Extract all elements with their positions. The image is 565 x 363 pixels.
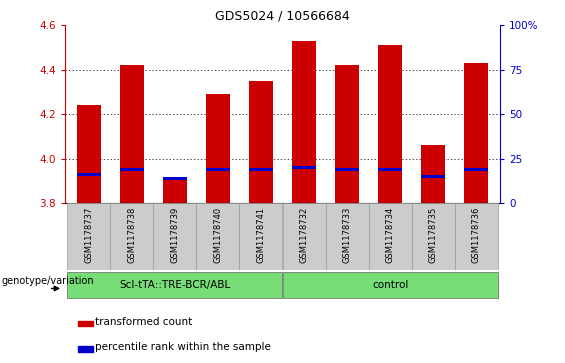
- Text: GSM1178735: GSM1178735: [429, 207, 438, 263]
- Title: GDS5024 / 10566684: GDS5024 / 10566684: [215, 10, 350, 23]
- Bar: [249, 168, 273, 171]
- Bar: [78, 346, 93, 351]
- Bar: [421, 175, 445, 178]
- Text: ScI-tTA::TRE-BCR/ABL: ScI-tTA::TRE-BCR/ABL: [119, 280, 231, 290]
- Bar: [249, 81, 273, 203]
- Bar: [240, 203, 282, 270]
- Text: GSM1178736: GSM1178736: [472, 207, 481, 263]
- Text: GSM1178732: GSM1178732: [299, 207, 308, 263]
- Bar: [163, 177, 186, 180]
- Bar: [120, 168, 144, 171]
- Text: control: control: [372, 280, 408, 290]
- Text: GSM1178739: GSM1178739: [170, 207, 179, 263]
- Bar: [325, 203, 368, 270]
- Text: genotype/variation: genotype/variation: [1, 277, 94, 286]
- Bar: [282, 272, 498, 298]
- Bar: [78, 321, 93, 326]
- Bar: [292, 41, 316, 203]
- Bar: [163, 179, 186, 203]
- Text: GSM1178740: GSM1178740: [214, 207, 223, 263]
- Bar: [67, 203, 110, 270]
- Bar: [464, 168, 488, 171]
- Bar: [77, 173, 101, 176]
- Text: GSM1178741: GSM1178741: [257, 207, 266, 263]
- Bar: [421, 146, 445, 203]
- Bar: [464, 63, 488, 203]
- Bar: [292, 166, 316, 169]
- Bar: [77, 105, 101, 203]
- Text: GSM1178733: GSM1178733: [342, 207, 351, 263]
- Text: GSM1178734: GSM1178734: [386, 207, 395, 263]
- Text: GSM1178737: GSM1178737: [84, 207, 93, 263]
- Text: percentile rank within the sample: percentile rank within the sample: [95, 342, 271, 352]
- Bar: [120, 65, 144, 203]
- Bar: [379, 168, 402, 171]
- Bar: [335, 168, 359, 171]
- Bar: [110, 203, 153, 270]
- Bar: [455, 203, 498, 270]
- Bar: [153, 203, 197, 270]
- Bar: [412, 203, 455, 270]
- Bar: [335, 65, 359, 203]
- Text: GSM1178738: GSM1178738: [127, 207, 136, 263]
- Bar: [368, 203, 412, 270]
- Bar: [282, 203, 325, 270]
- Bar: [206, 168, 230, 171]
- Bar: [379, 45, 402, 203]
- Text: transformed count: transformed count: [95, 317, 193, 327]
- Bar: [197, 203, 240, 270]
- Bar: [67, 272, 282, 298]
- Bar: [206, 94, 230, 203]
